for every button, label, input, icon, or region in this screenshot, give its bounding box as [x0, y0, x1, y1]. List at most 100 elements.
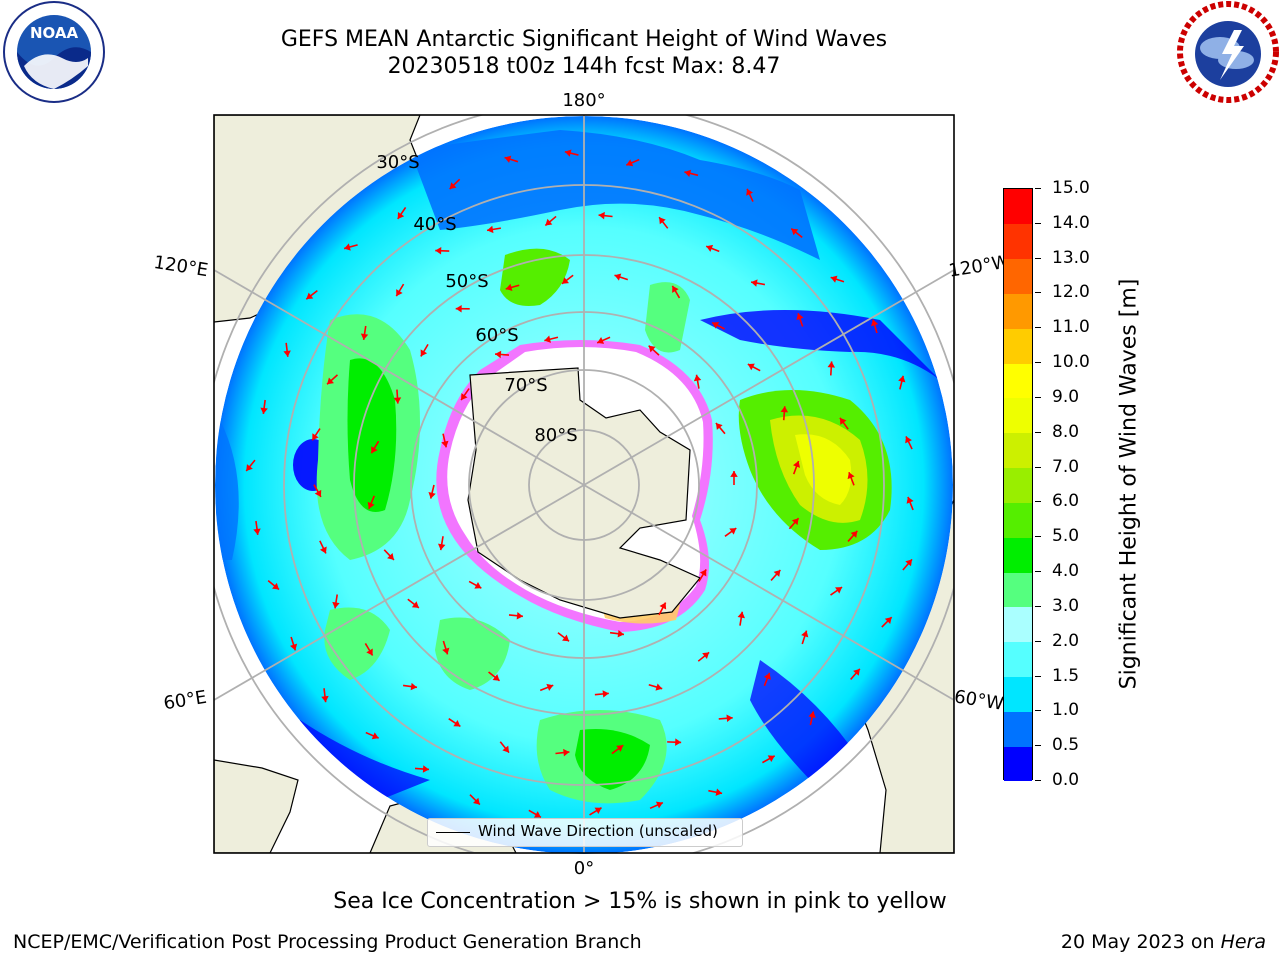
wind-wave-arrowhead — [835, 587, 843, 594]
wind-wave-arrowhead — [792, 460, 801, 468]
colorbar-bin — [1004, 537, 1032, 573]
wind-wave-arrowhead — [655, 801, 663, 809]
wind-wave-arrowhead — [693, 374, 702, 382]
wind-wave-arrowhead — [602, 690, 609, 698]
wind-wave-arrowhead — [344, 243, 351, 251]
wind-wave-arrowhead — [850, 530, 858, 538]
wind-wave-arrowhead — [435, 247, 442, 255]
wind-wave-arrowhead — [283, 350, 291, 357]
colorbar-tick — [1035, 257, 1041, 259]
colorbar-tick — [1035, 571, 1041, 573]
colorbar-tick-label: 4.0 — [1052, 561, 1080, 582]
colorbar-bin — [1004, 363, 1032, 399]
wind-wave-arrowhead — [715, 788, 723, 796]
wind-wave-arrowhead — [564, 149, 572, 157]
wind-wave-arrowhead — [367, 501, 375, 509]
colorbar-tick-label: 1.0 — [1052, 700, 1080, 721]
colorbar-tick-label: 2.0 — [1052, 630, 1080, 651]
colorbar-bin — [1004, 432, 1032, 469]
colorbar-tick-label: 5.0 — [1052, 526, 1080, 547]
wind-wave-arrowhead — [672, 285, 679, 293]
lon-label-60e: 60°E — [162, 687, 208, 715]
chart-title: GEFS MEAN Antarctic Significant Height o… — [280, 27, 888, 52]
wind-wave-arrowhead — [319, 546, 327, 554]
wind-wave-arrowhead — [502, 745, 509, 753]
colorbar-bin — [1004, 328, 1032, 364]
lon-label-180: 180° — [562, 90, 605, 111]
colorbar-tick-label: 12.0 — [1052, 282, 1090, 303]
wind-wave-arrowhead — [474, 582, 482, 589]
wind-wave-arrowhead — [410, 682, 417, 691]
wind-wave-arrowhead — [563, 748, 570, 757]
svg-text:NOAA: NOAA — [30, 24, 79, 42]
wind-wave-arrowhead — [751, 279, 758, 287]
wind-wave-arrowhead — [791, 228, 799, 236]
colorbar-bin — [1004, 502, 1032, 538]
colorbar-tick — [1035, 362, 1041, 364]
wind-wave-arrowhead — [801, 630, 809, 638]
wind-wave-arrowhead — [371, 732, 379, 740]
wind-wave-arrowhead — [562, 634, 570, 642]
wind-wave-arrowhead — [737, 611, 745, 619]
map-legend: Wind Wave Direction (unscaled) — [427, 818, 743, 847]
colorbar-tick-label: 1.5 — [1052, 665, 1080, 686]
lat-label-50s: 50°S — [445, 271, 488, 292]
wind-wave-arrowhead — [905, 559, 913, 567]
footer-host: Hera — [1220, 931, 1266, 953]
colorbar-tick — [1035, 222, 1041, 224]
wind-wave-arrowhead — [871, 319, 879, 327]
wind-wave-arrowhead — [747, 363, 755, 371]
wind-wave-arrowhead — [648, 345, 656, 353]
colorbar-tick — [1035, 745, 1041, 747]
colorbar-tick-label: 7.0 — [1052, 456, 1080, 477]
colorbar — [1003, 188, 1033, 782]
wind-wave-arrowhead — [449, 182, 457, 190]
colorbar-bin — [1004, 676, 1032, 712]
colorbar-tick-label: 9.0 — [1052, 386, 1080, 407]
colorbar-tick — [1035, 327, 1041, 329]
colorbar-bin — [1004, 641, 1032, 678]
wind-wave-arrowhead — [492, 674, 500, 681]
chart-subtitle: 20230518 t00z 144h fcst Max: 8.47 — [387, 54, 781, 79]
wind-wave-arrowhead — [495, 350, 502, 359]
colorbar-tick — [1035, 536, 1041, 538]
colorbar-tick — [1035, 501, 1041, 503]
colorbar-tick-label: 11.0 — [1052, 317, 1090, 338]
wind-wave-arrowhead — [561, 277, 569, 284]
colorbar-tick — [1035, 188, 1041, 189]
wind-wave-arrowhead — [699, 569, 707, 577]
wind-wave-arrowhead — [321, 695, 329, 703]
wind-wave-arrowhead — [702, 652, 710, 659]
footer-credit: NCEP/EMC/Verification Post Processing Pr… — [13, 931, 642, 953]
wind-wave-arrowhead — [597, 337, 605, 344]
lat-label-30s: 30°S — [376, 152, 419, 173]
wind-wave-arrowhead — [614, 273, 622, 281]
graticule — [214, 115, 954, 853]
wind-wave-arrowhead — [730, 471, 738, 477]
wind-wave-arrowhead — [253, 528, 261, 535]
antarctica — [436, 340, 713, 632]
colorbar-tick — [1035, 396, 1041, 398]
wind-wave-arrowhead — [393, 397, 402, 404]
colorbar-bin — [1004, 572, 1032, 608]
lon-label-120w: 120°W — [947, 251, 1011, 281]
colorbar-bin — [1004, 189, 1032, 225]
wind-wave-arrowhead — [712, 321, 720, 329]
wind-wave-arrowhead — [246, 464, 253, 472]
lat-label-70s: 70°S — [504, 375, 547, 396]
colorbar-tick-label: 0.0 — [1052, 770, 1080, 790]
legend-label: Wind Wave Direction (unscaled) — [478, 822, 718, 840]
colorbar-tick — [1035, 466, 1041, 468]
wind-wave-arrowhead — [906, 496, 914, 504]
wind-wave-arrowhead — [853, 668, 860, 676]
wind-wave-arrowhead — [545, 218, 553, 226]
wind-wave-arrowhead — [360, 333, 369, 340]
map-frame — [213, 114, 955, 854]
wind-wave-arrowhead — [272, 582, 280, 590]
footer-date-text: 20 May 2023 on — [1060, 931, 1221, 953]
lon-label-0: 0° — [574, 858, 594, 879]
wind-wave-arrowhead — [387, 553, 394, 560]
wind-wave-arrowhead — [505, 283, 513, 292]
wind-wave-arrowhead — [260, 407, 268, 414]
